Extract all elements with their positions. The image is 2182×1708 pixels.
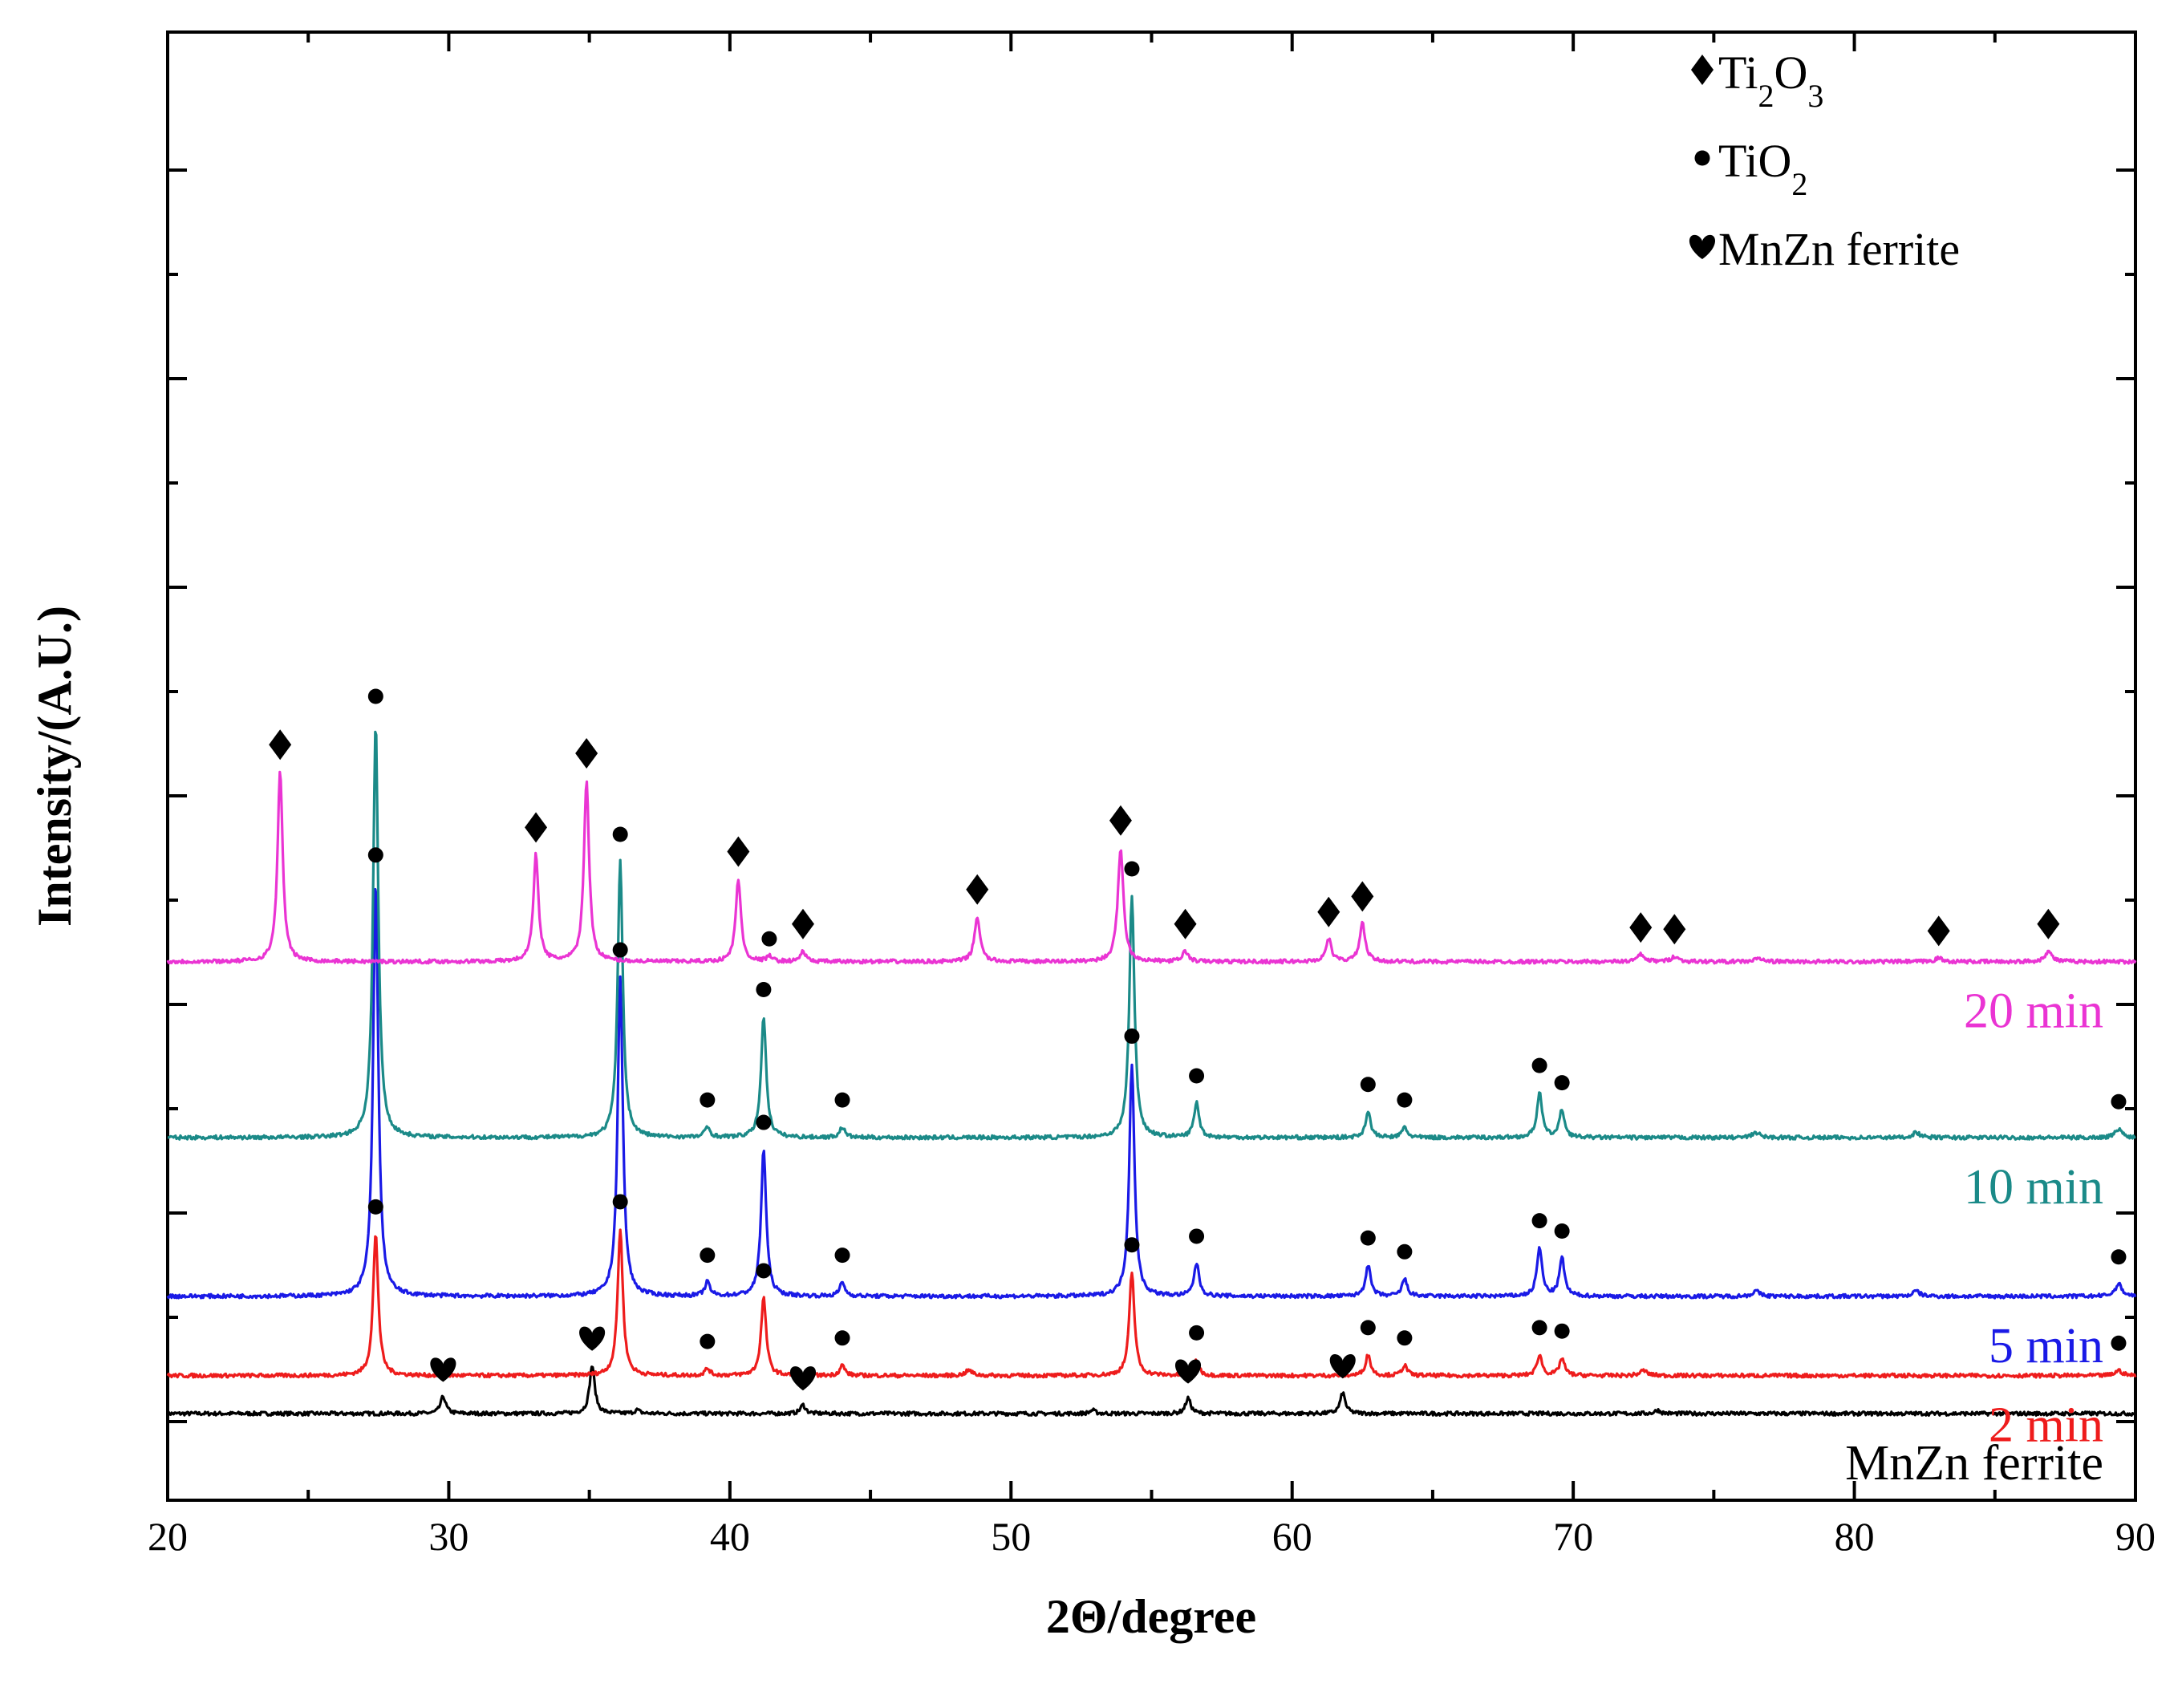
legend-text-part: O <box>1774 47 1808 99</box>
diamond-peak-marker <box>1663 914 1686 945</box>
diamond-peak-marker <box>1351 881 1374 912</box>
circle-peak-marker <box>1360 1230 1376 1246</box>
diamond-peak-marker <box>1629 912 1653 943</box>
circle-peak-marker <box>1189 1068 1205 1084</box>
peak-markers <box>269 688 2127 1391</box>
circle-legend-marker <box>1694 150 1710 166</box>
diamond-peak-marker <box>525 812 548 843</box>
diamond-peak-marker <box>269 729 292 761</box>
legend-text-part: TiO <box>1718 135 1791 187</box>
diamond-peak-marker <box>1317 896 1340 927</box>
circle-peak-marker <box>612 942 628 958</box>
trace-label-20-min: 20 min <box>1964 984 2103 1039</box>
circle-peak-marker <box>1531 1213 1547 1229</box>
x-tick-label: 40 <box>710 1514 750 1559</box>
trace-label-10-min: 10 min <box>1964 1160 2103 1215</box>
trace-20-min <box>166 770 2137 965</box>
traces <box>166 730 2137 1417</box>
legend-subscript: 3 <box>1807 78 1823 114</box>
circle-peak-marker <box>834 1248 850 1264</box>
circle-peak-marker <box>1531 1320 1547 1336</box>
diamond-peak-marker <box>1109 805 1132 836</box>
legend-text-part: Ti <box>1718 47 1758 99</box>
circle-peak-marker <box>756 982 772 997</box>
trace-label-mnzn-ferrite: MnZn ferrite <box>1845 1436 2103 1491</box>
legend-entry-text: Ti2O3 <box>1718 47 1823 114</box>
heart-peak-marker <box>430 1357 456 1382</box>
circle-peak-marker <box>700 1248 716 1264</box>
circle-peak-marker <box>1360 1320 1376 1336</box>
diamond-legend-marker <box>1691 55 1714 85</box>
trace-label-5-min: 5 min <box>1989 1319 2103 1373</box>
circle-peak-marker <box>834 1330 850 1346</box>
circle-peak-marker <box>612 1194 628 1210</box>
trace-mnzn-ferrite <box>166 1365 2136 1417</box>
circle-peak-marker <box>700 1092 716 1108</box>
x-tick-labels: 20 30 40 50 60 70 80 90 <box>148 1514 2156 1559</box>
diamond-peak-marker <box>575 737 598 769</box>
x-tick-label: 50 <box>991 1514 1031 1559</box>
legend-subscript: 2 <box>1758 78 1774 114</box>
circle-peak-marker <box>1124 1237 1140 1253</box>
circle-peak-marker <box>1189 1325 1205 1341</box>
trace-2-min <box>166 1228 2137 1379</box>
circle-peak-marker <box>1531 1057 1547 1073</box>
circle-peak-marker <box>700 1333 716 1349</box>
diamond-peak-marker <box>727 836 750 867</box>
circle-peak-marker <box>1397 1092 1413 1108</box>
legend-subscript: 2 <box>1791 166 1807 202</box>
heart-peak-marker <box>1329 1354 1356 1379</box>
circle-peak-marker <box>1554 1323 1570 1339</box>
circle-peak-marker <box>1397 1330 1413 1346</box>
heart-legend-marker <box>1689 234 1716 259</box>
circle-peak-marker <box>1397 1243 1413 1260</box>
diamond-peak-marker <box>791 908 814 939</box>
x-tick-label: 60 <box>1272 1514 1312 1559</box>
circle-peak-marker <box>2111 1093 2127 1110</box>
diamond-peak-marker <box>966 874 989 905</box>
circle-peak-marker <box>612 826 628 842</box>
diamond-peak-marker <box>1174 908 1197 939</box>
circle-peak-marker <box>1554 1223 1570 1239</box>
heart-peak-marker <box>1175 1359 1202 1384</box>
circle-peak-marker <box>2111 1335 2127 1351</box>
circle-peak-marker <box>367 688 383 704</box>
trace-5-min <box>166 887 2137 1300</box>
x-tick-label: 30 <box>428 1514 468 1559</box>
circle-peak-marker <box>756 1114 772 1130</box>
circle-peak-marker <box>367 1199 383 1215</box>
axis-ticks <box>166 32 2137 1500</box>
circle-peak-marker <box>1124 1028 1140 1045</box>
circle-peak-marker <box>1554 1075 1570 1091</box>
circle-peak-marker <box>834 1092 850 1108</box>
x-tick-label: 70 <box>1553 1514 1593 1559</box>
diamond-peak-marker <box>2037 908 2060 939</box>
circle-peak-marker <box>756 1263 772 1279</box>
x-tick-label: 20 <box>148 1514 188 1559</box>
x-tick-label: 90 <box>2115 1514 2156 1559</box>
circle-peak-marker <box>1360 1077 1376 1093</box>
legend-text-part: MnZn ferrite <box>1718 223 1960 275</box>
diamond-peak-marker <box>1927 915 1950 947</box>
x-axis-title: 2Θ/degree <box>1046 1590 1256 1643</box>
heart-peak-marker <box>579 1326 606 1351</box>
legend-entry-text: TiO2 <box>1718 135 1807 202</box>
circle-peak-marker <box>367 847 383 863</box>
trace-label-2-min: 2 min <box>1989 1398 2103 1453</box>
heart-peak-marker <box>789 1366 817 1391</box>
circle-peak-marker <box>761 931 777 947</box>
legend-entry-text: MnZn ferrite <box>1718 223 1960 275</box>
circle-peak-marker <box>1124 861 1140 877</box>
y-axis-title: Intensity/(A.U.) <box>28 606 81 927</box>
circle-peak-marker <box>2111 1249 2127 1265</box>
circle-peak-marker <box>1189 1228 1205 1244</box>
trace-10-min <box>167 730 2136 1141</box>
x-tick-label: 80 <box>1835 1514 1875 1559</box>
